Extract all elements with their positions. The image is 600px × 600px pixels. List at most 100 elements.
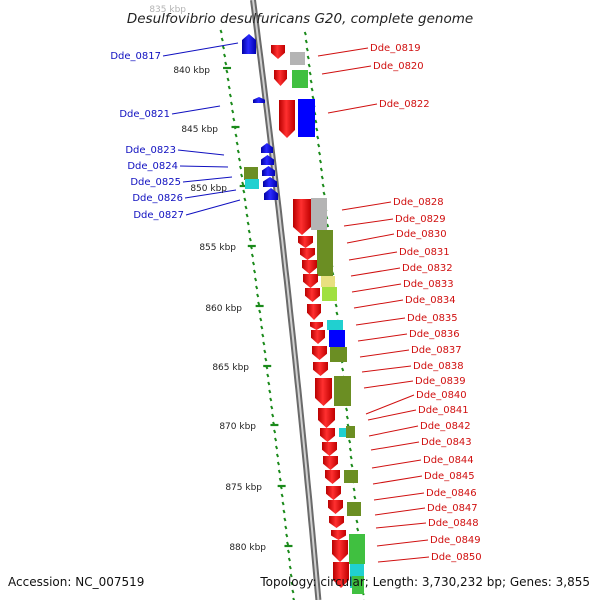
gene-feature[interactable] <box>253 97 265 103</box>
gc-dot <box>245 213 249 218</box>
gene-label[interactable]: Dde_0817 <box>110 51 161 62</box>
gene-feature[interactable] <box>261 155 274 165</box>
gene-feature[interactable] <box>317 230 333 276</box>
gene-feature[interactable] <box>339 428 348 437</box>
gene-feature[interactable] <box>261 143 273 153</box>
gc-dot <box>228 93 232 98</box>
gene-label[interactable]: Dde_0831 <box>399 247 450 258</box>
gc-dot <box>281 501 285 506</box>
gene-feature[interactable] <box>263 177 277 187</box>
gene-feature[interactable] <box>245 179 259 189</box>
gene-feature[interactable] <box>312 346 327 360</box>
gene-feature[interactable] <box>271 45 285 59</box>
gene-feature[interactable] <box>344 470 358 483</box>
gene-feature[interactable] <box>332 540 348 562</box>
gene-label[interactable]: Dde_0845 <box>424 471 475 482</box>
gene-feature[interactable] <box>311 330 325 344</box>
gene-label[interactable]: Dde_0840 <box>416 390 467 401</box>
gene-feature[interactable] <box>298 99 315 137</box>
gene-feature[interactable] <box>244 167 258 180</box>
gene-label[interactable]: Dde_0841 <box>418 405 469 416</box>
gene-feature[interactable] <box>307 304 321 320</box>
gene-label[interactable]: Dde_0842 <box>420 421 471 432</box>
gene-label[interactable]: Dde_0828 <box>393 197 444 208</box>
genome-summary-text: Topology: circular; Length: 3,730,232 bp… <box>259 575 590 589</box>
genome-backbone <box>250 0 322 600</box>
gene-label[interactable]: Dde_0827 <box>133 210 184 221</box>
label-leader-line <box>171 105 221 115</box>
gene-feature[interactable] <box>292 70 308 88</box>
gene-feature[interactable] <box>315 378 332 406</box>
gene-feature[interactable] <box>318 408 335 428</box>
gene-feature[interactable] <box>321 276 335 287</box>
gene-feature[interactable] <box>347 502 361 516</box>
gene-feature[interactable] <box>331 530 346 540</box>
gc-dot <box>291 589 295 594</box>
label-leader-line <box>346 233 395 244</box>
gc-dot <box>273 429 277 434</box>
gc-dot <box>269 397 273 402</box>
gene-label[interactable]: Dde_0823 <box>125 145 176 156</box>
gene-label[interactable]: Dde_0838 <box>413 361 464 372</box>
gene-feature[interactable] <box>305 288 320 302</box>
gene-label[interactable]: Dde_0824 <box>127 161 178 172</box>
gene-feature[interactable] <box>326 486 341 500</box>
gene-feature[interactable] <box>330 347 347 362</box>
gene-feature[interactable] <box>311 198 327 230</box>
gc-dot <box>260 325 264 330</box>
gene-label[interactable]: Dde_0835 <box>407 313 458 324</box>
gene-feature[interactable] <box>264 188 278 200</box>
gene-feature[interactable] <box>242 34 256 54</box>
gene-feature[interactable] <box>325 470 340 484</box>
gene-label[interactable]: Dde_0837 <box>411 345 462 356</box>
gc-dot <box>348 439 352 444</box>
gene-feature[interactable] <box>329 516 344 528</box>
gc-dot <box>318 151 322 156</box>
gene-label[interactable]: Dde_0822 <box>379 99 430 110</box>
gene-label[interactable]: Dde_0839 <box>415 376 466 387</box>
gc-dot <box>275 453 280 458</box>
gene-feature[interactable] <box>313 362 328 376</box>
gene-feature[interactable] <box>303 274 318 288</box>
gene-label[interactable]: Dde_0834 <box>405 295 456 306</box>
gene-label[interactable]: Dde_0829 <box>395 214 446 225</box>
gene-feature[interactable] <box>293 199 311 235</box>
gene-feature[interactable] <box>334 376 351 406</box>
gene-feature[interactable] <box>349 534 365 564</box>
gene-label[interactable]: Dde_0820 <box>373 61 424 72</box>
gene-label[interactable]: Dde_0833 <box>403 279 454 290</box>
gene-feature[interactable] <box>333 562 349 588</box>
gene-feature[interactable] <box>327 320 343 330</box>
gene-label[interactable]: Dde_0836 <box>409 329 460 340</box>
gene-label[interactable]: Dde_0832 <box>402 263 453 274</box>
gene-feature[interactable] <box>310 322 323 330</box>
gene-feature[interactable] <box>329 330 345 347</box>
gene-feature[interactable] <box>322 287 337 301</box>
gene-label[interactable]: Dde_0825 <box>130 177 181 188</box>
gene-label[interactable]: Dde_0848 <box>428 518 479 529</box>
gene-feature[interactable] <box>323 456 338 470</box>
gene-feature[interactable] <box>274 70 287 86</box>
gene-label[interactable]: Dde_0849 <box>430 535 481 546</box>
gene-feature[interactable] <box>279 100 295 138</box>
gene-feature[interactable] <box>298 236 313 248</box>
gene-label[interactable]: Dde_0819 <box>370 43 421 54</box>
gene-feature[interactable] <box>352 576 364 594</box>
gene-label[interactable]: Dde_0830 <box>396 229 447 240</box>
gene-feature[interactable] <box>290 52 305 65</box>
gene-feature[interactable] <box>262 166 275 176</box>
gene-feature[interactable] <box>328 500 343 514</box>
gene-label[interactable]: Dde_0821 <box>119 109 170 120</box>
gene-label[interactable]: Dde_0844 <box>423 455 474 466</box>
gene-label[interactable]: Dde_0846 <box>426 488 477 499</box>
gene-feature[interactable] <box>302 260 317 274</box>
gene-feature[interactable] <box>300 248 315 260</box>
gene-label[interactable]: Dde_0826 <box>132 193 183 204</box>
gene-feature[interactable] <box>320 428 335 442</box>
gc-dot <box>307 63 311 68</box>
gene-label[interactable]: Dde_0843 <box>421 437 472 448</box>
gene-feature[interactable] <box>346 426 355 438</box>
gene-label[interactable]: Dde_0850 <box>431 552 482 563</box>
gene-feature[interactable] <box>322 442 337 456</box>
gene-label[interactable]: Dde_0847 <box>427 503 478 514</box>
